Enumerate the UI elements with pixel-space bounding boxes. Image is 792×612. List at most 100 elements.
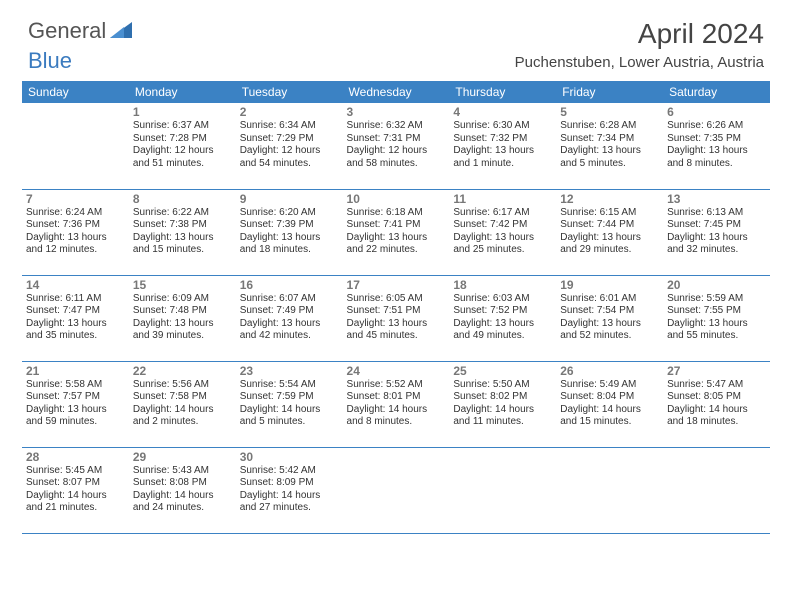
calendar-cell: 7Sunrise: 6:24 AMSunset: 7:36 PMDaylight… (22, 189, 129, 275)
calendar-cell (556, 447, 663, 533)
day-info-line: Daylight: 13 hours (26, 318, 125, 331)
day-info-line: Daylight: 13 hours (26, 232, 125, 245)
day-number: 2 (240, 105, 339, 119)
day-info-line: Sunset: 7:59 PM (240, 391, 339, 404)
day-info-line: Sunrise: 5:47 AM (667, 379, 766, 392)
day-info-line: and 45 minutes. (347, 330, 446, 343)
day-info-line: Sunrise: 5:42 AM (240, 465, 339, 478)
day-info-line: Daylight: 13 hours (347, 318, 446, 331)
day-info-line: Sunrise: 6:07 AM (240, 293, 339, 306)
day-info-line: Sunrise: 5:49 AM (560, 379, 659, 392)
day-info-line: and 2 minutes. (133, 416, 232, 429)
calendar-cell: 25Sunrise: 5:50 AMSunset: 8:02 PMDayligh… (449, 361, 556, 447)
day-info-line: Sunset: 7:44 PM (560, 219, 659, 232)
day-info-line: and 42 minutes. (240, 330, 339, 343)
day-info-line: and 27 minutes. (240, 502, 339, 515)
day-info-line: Sunrise: 5:43 AM (133, 465, 232, 478)
day-number: 21 (26, 364, 125, 378)
calendar: SundayMondayTuesdayWednesdayThursdayFrid… (0, 81, 792, 534)
day-info-line: and 39 minutes. (133, 330, 232, 343)
calendar-row: 14Sunrise: 6:11 AMSunset: 7:47 PMDayligh… (22, 275, 770, 361)
day-info-line: Sunset: 8:07 PM (26, 477, 125, 490)
day-number: 27 (667, 364, 766, 378)
brand-part2: Blue (28, 48, 72, 73)
weekday-header-row: SundayMondayTuesdayWednesdayThursdayFrid… (22, 81, 770, 103)
day-info-line: and 35 minutes. (26, 330, 125, 343)
day-info-line: Sunset: 7:36 PM (26, 219, 125, 232)
day-info-line: Sunrise: 6:09 AM (133, 293, 232, 306)
day-number: 10 (347, 192, 446, 206)
day-info-line: Daylight: 13 hours (560, 318, 659, 331)
day-info-line: and 32 minutes. (667, 244, 766, 257)
day-info-line: Sunrise: 6:26 AM (667, 120, 766, 133)
day-info-line: Daylight: 13 hours (667, 145, 766, 158)
weekday-header: Tuesday (236, 81, 343, 103)
day-info-line: Daylight: 13 hours (560, 232, 659, 245)
day-info-line: Sunset: 8:01 PM (347, 391, 446, 404)
brand-part1: General (28, 18, 106, 44)
day-info-line: Sunset: 7:31 PM (347, 133, 446, 146)
calendar-cell: 13Sunrise: 6:13 AMSunset: 7:45 PMDayligh… (663, 189, 770, 275)
day-info-line: Daylight: 13 hours (240, 318, 339, 331)
day-info-line: Sunset: 7:42 PM (453, 219, 552, 232)
day-info-line: Sunset: 7:34 PM (560, 133, 659, 146)
day-number: 26 (560, 364, 659, 378)
calendar-cell: 26Sunrise: 5:49 AMSunset: 8:04 PMDayligh… (556, 361, 663, 447)
day-info-line: Sunset: 7:57 PM (26, 391, 125, 404)
day-info-line: and 25 minutes. (453, 244, 552, 257)
calendar-cell: 10Sunrise: 6:18 AMSunset: 7:41 PMDayligh… (343, 189, 450, 275)
day-info-line: Sunrise: 5:54 AM (240, 379, 339, 392)
day-info-line: Daylight: 13 hours (453, 318, 552, 331)
day-info-line: Daylight: 14 hours (26, 490, 125, 503)
day-info-line: Sunset: 7:38 PM (133, 219, 232, 232)
calendar-cell: 4Sunrise: 6:30 AMSunset: 7:32 PMDaylight… (449, 103, 556, 189)
brand-logo: General (28, 18, 134, 44)
day-info-line: Daylight: 13 hours (453, 232, 552, 245)
day-info-line: Sunset: 8:04 PM (560, 391, 659, 404)
calendar-row: 21Sunrise: 5:58 AMSunset: 7:57 PMDayligh… (22, 361, 770, 447)
day-info-line: Sunset: 7:35 PM (667, 133, 766, 146)
day-info-line: Sunrise: 5:45 AM (26, 465, 125, 478)
day-info-line: Daylight: 13 hours (26, 404, 125, 417)
calendar-cell: 22Sunrise: 5:56 AMSunset: 7:58 PMDayligh… (129, 361, 236, 447)
calendar-cell: 1Sunrise: 6:37 AMSunset: 7:28 PMDaylight… (129, 103, 236, 189)
calendar-cell: 9Sunrise: 6:20 AMSunset: 7:39 PMDaylight… (236, 189, 343, 275)
calendar-cell: 8Sunrise: 6:22 AMSunset: 7:38 PMDaylight… (129, 189, 236, 275)
day-info-line: Sunset: 7:48 PM (133, 305, 232, 318)
day-info-line: Sunrise: 6:05 AM (347, 293, 446, 306)
day-number: 18 (453, 278, 552, 292)
weekday-header: Sunday (22, 81, 129, 103)
day-info-line: Sunset: 7:58 PM (133, 391, 232, 404)
day-number: 7 (26, 192, 125, 206)
day-info-line: Sunrise: 6:20 AM (240, 207, 339, 220)
day-info-line: and 22 minutes. (347, 244, 446, 257)
calendar-cell: 3Sunrise: 6:32 AMSunset: 7:31 PMDaylight… (343, 103, 450, 189)
calendar-cell (449, 447, 556, 533)
location-text: Puchenstuben, Lower Austria, Austria (515, 54, 764, 71)
day-info-line: Sunset: 7:41 PM (347, 219, 446, 232)
day-info-line: Daylight: 14 hours (133, 490, 232, 503)
calendar-cell: 11Sunrise: 6:17 AMSunset: 7:42 PMDayligh… (449, 189, 556, 275)
day-info-line: and 5 minutes. (560, 158, 659, 171)
day-number: 1 (133, 105, 232, 119)
day-info-line: Sunrise: 6:32 AM (347, 120, 446, 133)
day-info-line: Daylight: 14 hours (240, 490, 339, 503)
day-info-line: Sunrise: 5:56 AM (133, 379, 232, 392)
day-number: 5 (560, 105, 659, 119)
day-number: 29 (133, 450, 232, 464)
calendar-cell: 6Sunrise: 6:26 AMSunset: 7:35 PMDaylight… (663, 103, 770, 189)
day-info-line: Daylight: 13 hours (667, 318, 766, 331)
day-info-line: and 49 minutes. (453, 330, 552, 343)
day-info-line: Daylight: 12 hours (347, 145, 446, 158)
calendar-cell: 27Sunrise: 5:47 AMSunset: 8:05 PMDayligh… (663, 361, 770, 447)
title-block: April 2024 Puchenstuben, Lower Austria, … (515, 18, 764, 71)
day-info-line: and 12 minutes. (26, 244, 125, 257)
calendar-cell (343, 447, 450, 533)
day-info-line: Sunset: 7:55 PM (667, 305, 766, 318)
calendar-cell: 29Sunrise: 5:43 AMSunset: 8:08 PMDayligh… (129, 447, 236, 533)
day-number: 16 (240, 278, 339, 292)
calendar-cell: 15Sunrise: 6:09 AMSunset: 7:48 PMDayligh… (129, 275, 236, 361)
day-info-line: and 24 minutes. (133, 502, 232, 515)
calendar-cell: 12Sunrise: 6:15 AMSunset: 7:44 PMDayligh… (556, 189, 663, 275)
day-info-line: Sunset: 8:09 PM (240, 477, 339, 490)
